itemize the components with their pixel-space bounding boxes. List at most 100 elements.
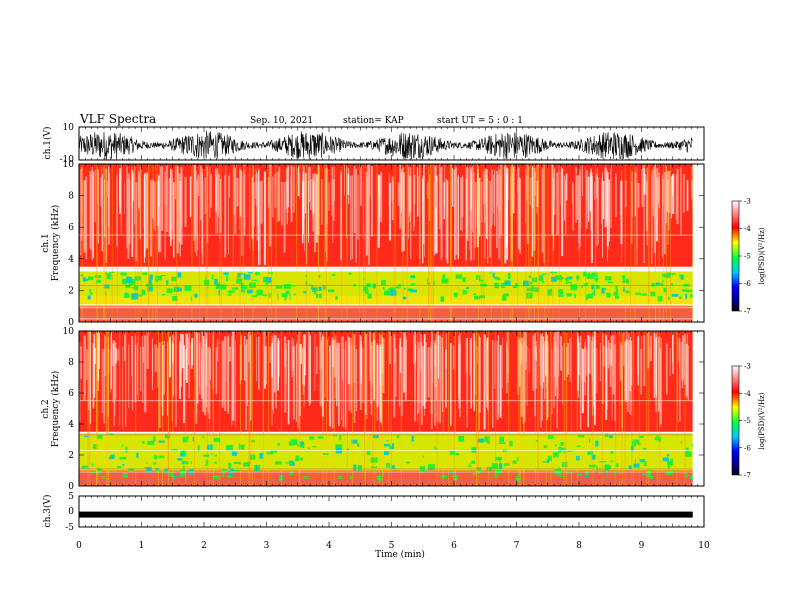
spectrogram-patch [591, 284, 595, 290]
spectrogram-streak [578, 175, 580, 244]
spectrogram-patch [512, 460, 517, 464]
spectrogram-patch [266, 281, 268, 286]
spectrogram-streak [424, 164, 425, 257]
spectrogram-streak [91, 166, 94, 261]
spectrogram-patch [172, 295, 178, 301]
spectrogram-sferic [621, 331, 623, 486]
spectrogram-streak [125, 332, 127, 427]
spec1-ytick-label: 2 [68, 286, 74, 296]
spectrogram-streak [353, 165, 356, 233]
spectrogram-patch [335, 296, 338, 300]
spectrogram-patch [277, 293, 279, 300]
spectrogram-patch [685, 293, 688, 299]
spectrogram-streak [260, 180, 263, 224]
spectrogram-patch [243, 274, 251, 280]
spectrogram-streak [196, 180, 198, 257]
spectrogram-sferic [523, 331, 525, 486]
spectrogram-patch [583, 283, 585, 285]
spectrogram-streak [350, 342, 353, 386]
spectrogram-streak [562, 345, 563, 405]
spectrogram-patch [228, 294, 232, 296]
spectrogram-sferic [148, 164, 149, 322]
spectrogram-patch [666, 460, 673, 465]
spectrogram-streak [280, 181, 283, 226]
spec1-ytick-label: 4 [68, 255, 74, 265]
spectrogram-streak [541, 333, 543, 421]
spectrogram-patch [583, 271, 587, 277]
spectrogram-streak [215, 173, 217, 234]
spectrogram-streak [455, 167, 458, 256]
spectrogram-streak [332, 179, 335, 221]
spectrogram-sferic [185, 331, 187, 486]
spectrogram-sferic [547, 164, 549, 322]
spectrogram-sferic [393, 164, 395, 322]
spectrogram-sferic [535, 331, 536, 486]
ch2-colorbar-tick-label: -4 [744, 390, 751, 398]
spectrogram-streak [601, 178, 603, 224]
spectrogram-sferic [105, 331, 107, 486]
spectrogram-patch [307, 447, 310, 449]
spectrogram-sferic [487, 331, 489, 486]
spectrogram-streak [435, 180, 438, 208]
spectrogram-patch [596, 465, 598, 471]
spectrogram-patch [558, 446, 562, 453]
spectrogram-streak [196, 341, 199, 401]
spectrogram-streak [599, 342, 601, 382]
spectrogram-patch [122, 278, 127, 285]
spectrogram-streak [80, 169, 82, 256]
ch1-spectrogram-ylabel-line2: Frequency (kHz) [50, 205, 61, 282]
spectrogram-patch [128, 468, 135, 472]
spectrogram-streak [676, 168, 679, 225]
spectrogram-streak [304, 181, 305, 251]
spectrogram-streak [197, 174, 200, 197]
spectrogram-streak [161, 166, 164, 231]
spectrogram-streak [391, 176, 394, 202]
spectrogram-streak [414, 337, 416, 398]
spectrogram-streak [445, 178, 448, 260]
spectrogram-streak [157, 175, 160, 207]
spectrogram-streak [596, 173, 598, 198]
spectrogram-patch [90, 472, 96, 474]
spectrogram-band [79, 470, 693, 486]
spectrogram-patch [180, 453, 186, 457]
spectrogram-patch [364, 288, 369, 294]
spectrogram-streak [474, 182, 477, 248]
spectrogram-patch [173, 474, 176, 480]
spectrogram-sferic [271, 164, 272, 322]
spectrogram-patch [270, 450, 278, 453]
spectrogram-sferic [428, 164, 429, 322]
spectrogram-streak [92, 171, 94, 258]
spectrogram-patch [89, 292, 93, 295]
spectrogram-band [79, 296, 693, 307]
spectrogram-streak [413, 179, 415, 226]
spectrogram-patch [554, 444, 557, 447]
spectrogram-patch [87, 276, 94, 281]
spectrogram-streak [579, 336, 582, 430]
spectrogram-patch [182, 436, 188, 443]
spectrogram-patch [142, 272, 147, 276]
spectrogram-streak [164, 171, 166, 260]
spectrogram-streak [229, 346, 231, 362]
spectrogram-streak [436, 331, 439, 422]
spectrogram-streak [587, 334, 590, 428]
spectrogram-streak [233, 167, 236, 215]
spectrogram-sferic [333, 331, 335, 486]
spectrogram-streak [319, 341, 322, 407]
spectrogram-patch [231, 451, 238, 456]
spectrogram-patch [382, 286, 385, 290]
spectrogram-patch [411, 435, 414, 442]
spectrogram-streak [119, 333, 121, 425]
spectrogram-streak [669, 348, 671, 377]
spectrogram-streak [366, 333, 368, 420]
ch3-ytick-mid: 0 [68, 507, 74, 517]
ch3-ylabel: ch.3(V) [42, 495, 53, 528]
spectrogram-streak [663, 172, 666, 255]
spectrogram-patch [403, 288, 406, 290]
spectrogram-patch [532, 287, 540, 292]
spectrogram-streak [138, 171, 140, 211]
spectrogram-patch [685, 451, 692, 457]
spectrogram-patch [181, 460, 189, 465]
spectrogram-patch [635, 292, 642, 295]
spectrogram-patch [394, 469, 397, 471]
spectrogram-sferic [544, 164, 546, 322]
